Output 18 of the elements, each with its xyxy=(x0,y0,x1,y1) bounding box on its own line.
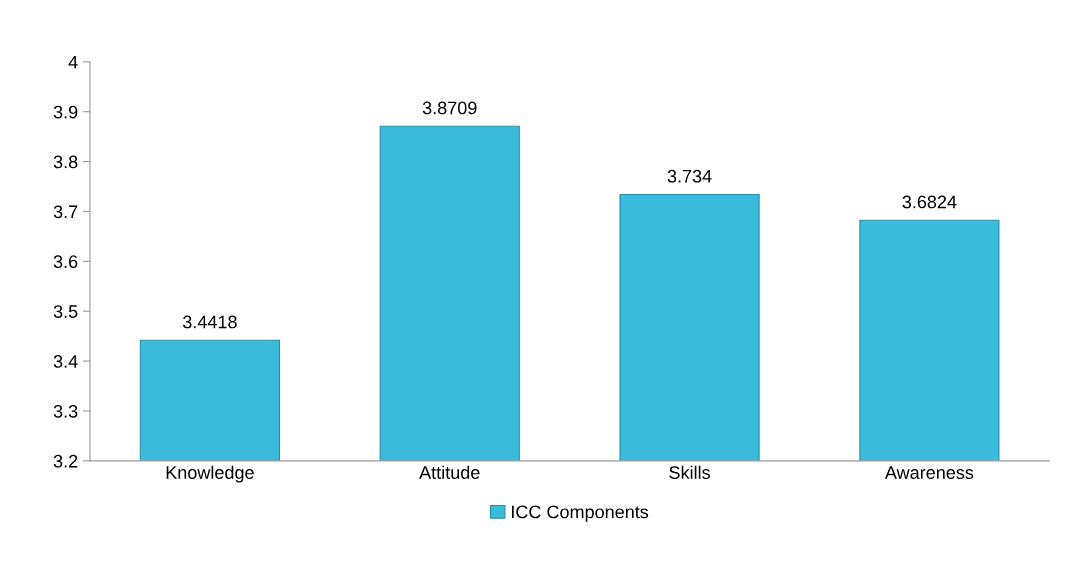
y-tick-label: 3.4 xyxy=(53,355,78,368)
y-tick-label: 3.2 xyxy=(53,454,78,468)
x-tick-label: Knowledge xyxy=(166,465,254,483)
x-tick-label: Attitude xyxy=(419,465,480,479)
x-tick-label: Awareness xyxy=(884,466,974,479)
data-label: 3.6824 xyxy=(902,195,957,209)
y-tick-label: 3.7 xyxy=(53,205,78,219)
y-tick-label: 4 xyxy=(68,55,78,69)
data-label: 3.734 xyxy=(667,169,712,183)
y-tick-label: 3.5 xyxy=(53,305,78,318)
y-tick-label: 3.3 xyxy=(53,404,78,418)
data-label: 3.8709 xyxy=(422,101,477,115)
legend-label: ICC Components xyxy=(512,505,649,522)
data-label: 3.4418 xyxy=(182,315,237,329)
y-tick-label: 3.6 xyxy=(53,255,78,269)
x-tick-label: Skills xyxy=(669,465,710,479)
y-tick-label: 3.9 xyxy=(53,105,78,119)
y-tick-label: 3.8 xyxy=(53,155,78,169)
